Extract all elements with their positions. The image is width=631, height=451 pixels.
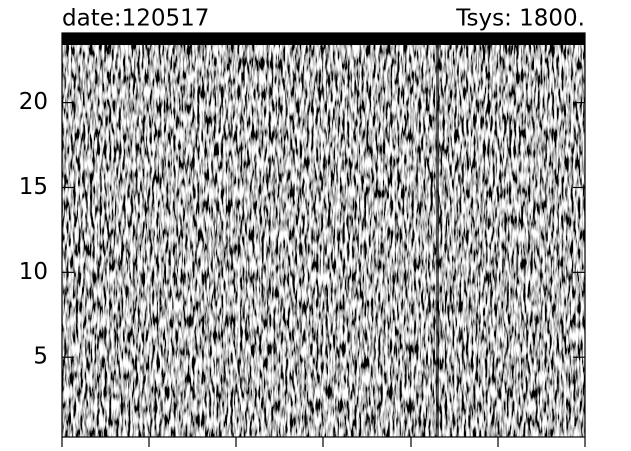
x-ticks	[61, 437, 586, 447]
title-left: date:120517	[62, 6, 209, 32]
y-tick-label: 15	[19, 174, 48, 200]
plot-area	[61, 32, 586, 438]
dark-channel	[436, 45, 439, 437]
y-tick-label: 5	[33, 344, 48, 370]
y-tick-label: 10	[19, 259, 48, 285]
y-tick-label: 20	[19, 89, 48, 115]
top-band	[62, 33, 585, 45]
title-right: Tsys: 1800.	[455, 6, 585, 32]
noise-image	[62, 33, 585, 437]
